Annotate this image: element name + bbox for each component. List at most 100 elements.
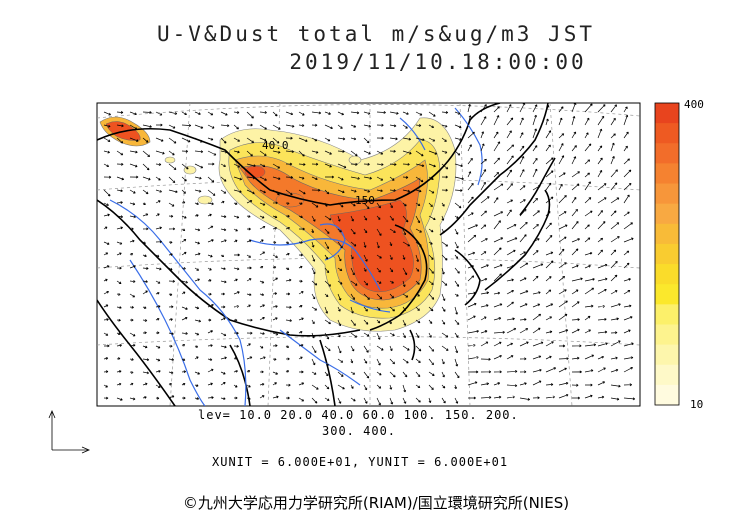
wind-arrow: [337, 358, 344, 363]
wind-arrow: [389, 293, 394, 299]
wind-arrow: [142, 189, 149, 195]
wind-arrow: [324, 124, 333, 130]
wind-arrow: [246, 111, 254, 119]
wind-arrow: [181, 149, 189, 153]
wind-arrow: [623, 366, 633, 373]
wind-arrow: [194, 397, 200, 400]
wind-arrow: [480, 210, 487, 217]
wind-arrow: [311, 384, 319, 390]
wind-arrow: [168, 202, 175, 207]
wind-arrow: [480, 370, 492, 374]
wind-arrow: [467, 115, 472, 126]
wind-arrow: [337, 254, 342, 262]
wind-arrow: [285, 383, 291, 387]
contour-label-150: 150: [355, 194, 375, 207]
wind-arrow: [415, 176, 424, 183]
wind-arrow: [129, 163, 138, 168]
wind-arrow: [376, 371, 382, 376]
wind-arrow: [532, 291, 541, 295]
wind-arrow: [402, 111, 409, 115]
wind-arrow: [168, 358, 175, 361]
wind-arrow: [142, 241, 146, 245]
wind-arrow: [428, 111, 436, 117]
chart-title: U-V&Dust total m/s&ug/m3 JST: [156, 22, 595, 46]
wind-arrow: [610, 222, 620, 230]
wind-arrow: [402, 371, 408, 378]
wind-arrow: [181, 137, 191, 143]
wind-arrow: [493, 157, 500, 165]
wind-arrow: [441, 293, 446, 301]
wind-arrow: [376, 163, 384, 166]
wind-arrow: [402, 319, 407, 326]
wind-arrow: [545, 251, 554, 256]
wind-arrow: [350, 215, 354, 222]
wind-arrow: [194, 252, 201, 256]
wind-arrow: [350, 124, 357, 128]
wind-arrow: [584, 369, 594, 373]
wind-arrow: [480, 116, 487, 126]
wind-arrow: [454, 124, 462, 129]
wind-arrow: [584, 172, 590, 178]
wind-arrow: [259, 176, 267, 181]
wind-arrow: [350, 254, 354, 260]
wind-arrow: [181, 332, 188, 335]
wind-arrow: [116, 343, 122, 347]
wind-arrow: [142, 382, 148, 386]
wind-arrow: [623, 145, 628, 152]
wind-arrow: [493, 395, 502, 399]
wind-arrow: [363, 241, 367, 248]
wind-arrow: [532, 380, 542, 386]
wind-arrow: [350, 150, 358, 157]
colorbar-max-label: 400: [684, 98, 704, 111]
wind-arrow: [285, 305, 292, 309]
wind-arrow: [142, 227, 149, 231]
wind-arrow: [610, 249, 617, 256]
wind-arrow: [558, 143, 564, 152]
wind-arrow: [558, 329, 569, 334]
wind-arrow: [610, 356, 618, 360]
wind-arrow: [402, 228, 407, 236]
wind-arrow: [545, 341, 554, 347]
wind-arrow: [363, 306, 368, 312]
wind-arrow: [467, 275, 475, 282]
wind-arrow: [285, 189, 293, 196]
wind-arrow: [220, 137, 227, 144]
wind-arrow: [350, 319, 356, 326]
wind-arrow: [519, 132, 524, 139]
wind-arrow: [194, 278, 200, 282]
wind-arrow: [233, 331, 239, 335]
wind-arrow: [363, 332, 370, 337]
wind-arrow: [246, 266, 252, 270]
wind-arrow: [402, 280, 406, 288]
wind-arrow: [155, 396, 160, 400]
wind-arrow: [129, 370, 134, 374]
wind-arrow: [142, 306, 147, 309]
wind-arrow: [363, 137, 370, 144]
wind-arrow: [168, 214, 174, 218]
wind-arrow: [350, 189, 357, 193]
wind-arrow: [454, 111, 461, 115]
wind-arrow: [116, 306, 122, 309]
wind-arrow: [103, 265, 110, 269]
wind-arrow: [181, 189, 186, 194]
wind-arrow: [350, 228, 356, 235]
wind-arrow: [597, 381, 606, 386]
wind-arrow: [506, 384, 518, 388]
wind-arrow: [584, 304, 594, 308]
wind-arrow: [155, 317, 160, 321]
wind-arrow: [168, 163, 177, 170]
wind-arrow: [285, 345, 290, 348]
wind-arrow: [363, 150, 371, 155]
wind-arrow: [129, 358, 134, 361]
wind-arrow: [233, 215, 240, 219]
wind-arrow: [194, 356, 199, 360]
wind-arrow: [428, 228, 434, 233]
wind-arrow: [519, 303, 528, 308]
wind-arrow: [610, 210, 617, 217]
wind-arrow: [142, 124, 152, 128]
wind-arrow: [194, 332, 200, 336]
wind-arrow: [116, 397, 123, 401]
wind-arrow: [428, 163, 436, 168]
wind-vectors: [103, 103, 636, 406]
wind-arrow: [376, 150, 384, 155]
